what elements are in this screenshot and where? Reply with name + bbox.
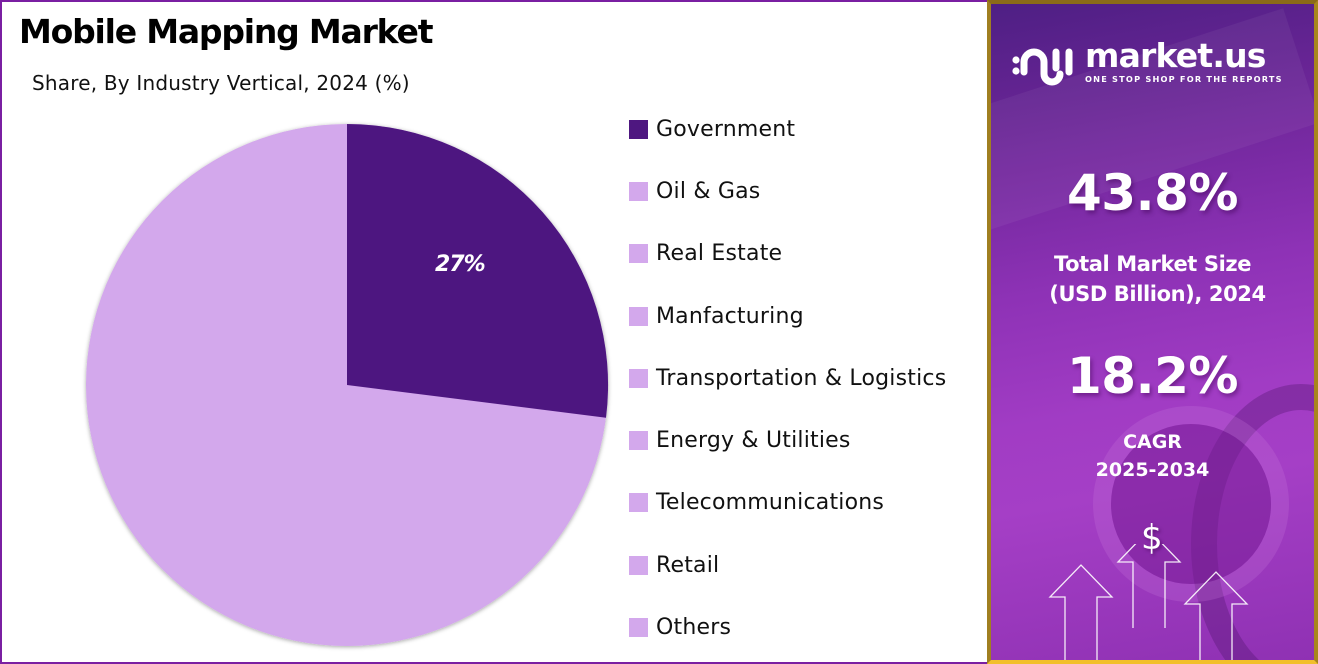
pie-slice-label-government: 27% (435, 252, 486, 277)
legend-label: Telecommunications (656, 490, 885, 516)
legend-swatch (629, 431, 648, 451)
legend-swatch (629, 244, 648, 264)
legend-item-real-estate[interactable]: Real Estate (629, 223, 946, 285)
cagr-value: 18.2% (1067, 347, 1238, 405)
cagr-label-line2: 2025-2034 (1095, 459, 1210, 481)
market-us-logo-icon (1012, 48, 1073, 86)
legend-item-retail[interactable]: Retail (629, 534, 946, 596)
legend-swatch (629, 555, 648, 575)
chart-panel: Mobile Mapping Market Share, By Industry… (2, 2, 987, 662)
legend-item-transportation-logistics[interactable]: Transportation & Logistics (629, 347, 946, 409)
legend-item-oil-gas[interactable]: Oil & Gas (629, 160, 946, 222)
chart-legend: Government Oil & Gas Real Estate Manfact… (629, 98, 946, 659)
legend-label: Government (656, 116, 796, 142)
legend-label: Others (656, 615, 732, 641)
market-share-label-line1: Total Market Size (1053, 252, 1252, 276)
legend-swatch (629, 181, 648, 201)
brand-name: market.us (1085, 36, 1266, 75)
legend-item-telecommunications[interactable]: Telecommunications (629, 472, 946, 534)
legend-label: Energy & Utilities (656, 428, 851, 454)
market-share-value: 43.8% (1067, 164, 1238, 222)
brand-logo[interactable]: market.us ONE STOP SHOP FOR THE REPORTS (1011, 38, 1283, 86)
market-share-label-line2: (USD Billion), 2024 (1049, 282, 1266, 306)
legend-label: Retail (656, 552, 720, 578)
legend-item-government[interactable]: Government (629, 98, 946, 160)
chart-subtitle: Share, By Industry Vertical, 2024 (%) (32, 71, 410, 95)
legend-item-energy-utilities[interactable]: Energy & Utilities (629, 409, 946, 471)
legend-label: Oil & Gas (656, 178, 761, 204)
cagr-label-line1: CAGR (1123, 431, 1182, 453)
legend-label: Real Estate (656, 241, 783, 267)
legend-label: Manfacturing (656, 303, 804, 329)
summary-sidebar: market.us ONE STOP SHOP FOR THE REPORTS … (987, 0, 1318, 664)
pie-svg (86, 123, 609, 646)
pie-chart: 27% (80, 118, 620, 658)
brand-tagline: ONE STOP SHOP FOR THE REPORTS (1085, 74, 1283, 84)
legend-item-others[interactable]: Others (629, 596, 946, 658)
legend-swatch (629, 119, 648, 139)
legend-swatch (629, 618, 648, 638)
background-decoration (1111, 424, 1271, 584)
pie-slice-government[interactable] (347, 123, 609, 418)
legend-swatch (629, 493, 648, 513)
legend-item-manufacturing[interactable]: Manfacturing (629, 285, 946, 347)
legend-swatch (629, 306, 648, 326)
legend-swatch (629, 368, 648, 388)
dollar-icon: $ (1141, 518, 1163, 558)
growth-arrows-icon (1048, 544, 1249, 660)
legend-label: Transportation & Logistics (656, 365, 947, 391)
chart-title: Mobile Mapping Market (19, 12, 433, 51)
